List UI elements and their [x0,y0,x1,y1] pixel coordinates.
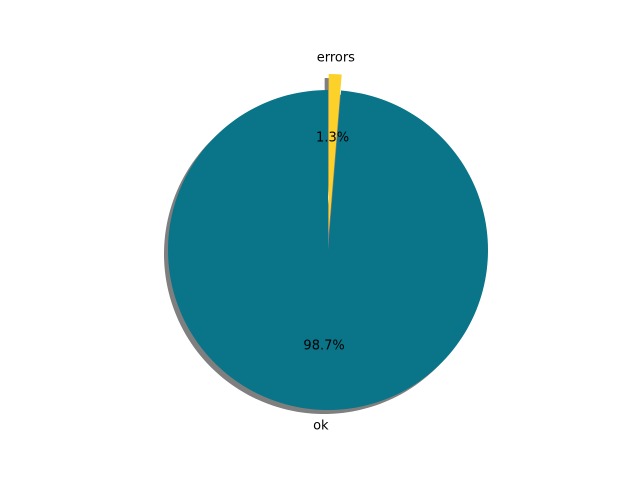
slice-errors [328,74,342,235]
pct-label-errors: 1.3% [316,131,349,146]
label-errors: errors [317,51,355,66]
pie-labels: ok 98.7% errors 1.3% [303,51,355,434]
label-ok: ok [313,418,329,433]
pct-label-ok: 98.7% [303,338,344,353]
pie-slices [167,74,488,410]
slice-ok [167,90,488,410]
